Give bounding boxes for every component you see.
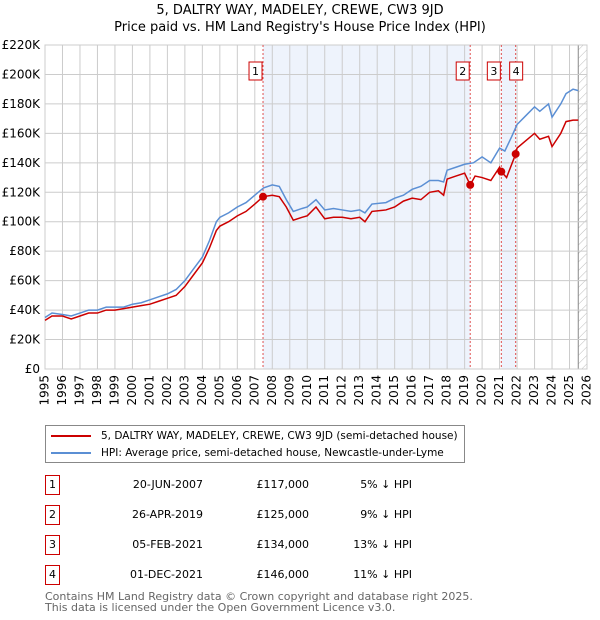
plot-frame — [44, 44, 588, 370]
x-tick-label: 2025 — [562, 375, 576, 406]
y-tick-label: £120K — [2, 185, 42, 199]
sale-badge: 2 — [45, 505, 60, 525]
y-tick-label: £180K — [2, 97, 42, 111]
table-row: 2 26-APR-2019 £125,000 9% ↓ HPI — [45, 505, 445, 527]
table-row: 1 20-JUN-2007 £117,000 5% ↓ HPI — [45, 475, 445, 497]
x-tick-label: 2019 — [457, 375, 471, 406]
sale-label: 4 — [513, 65, 520, 78]
legend: 5, DALTRY WAY, MADELEY, CREWE, CW3 9JD (… — [45, 425, 465, 463]
y-tick-label: £220K — [2, 38, 42, 52]
x-tick-label: 2017 — [422, 375, 436, 406]
sale-label: 2 — [459, 65, 466, 78]
x-tick-label: 2007 — [247, 375, 261, 406]
sale-label-box — [509, 61, 524, 81]
sale-price: £125,000 — [256, 508, 310, 521]
sale-price: £146,000 — [256, 568, 310, 581]
sale-hpi-diff: 9% ↓ HPI — [360, 508, 412, 521]
y-tick-label: £0 — [25, 362, 40, 376]
sale-price: £117,000 — [256, 478, 310, 491]
sale-point — [511, 149, 520, 158]
y-tick-label: £100K — [2, 215, 42, 229]
legend-label: 5, DALTRY WAY, MADELEY, CREWE, CW3 9JD (… — [101, 430, 458, 442]
x-tick-label: 1995 — [38, 375, 52, 406]
x-tick-label: 2026 — [580, 375, 594, 406]
x-tick-label: 2014 — [370, 375, 384, 406]
x-tick-label: 2021 — [492, 375, 506, 406]
y-tick-label: £20K — [9, 333, 41, 347]
x-tick-label: 1996 — [55, 375, 69, 406]
shaded-period — [501, 45, 516, 369]
y-tick-label: £80K — [9, 244, 41, 258]
x-tick-label: 2013 — [352, 375, 366, 406]
y-tick-label: £200K — [2, 67, 42, 81]
legend-swatch — [51, 435, 91, 437]
x-tick-label: 1998 — [90, 375, 104, 406]
table-row: 3 05-FEB-2021 £134,000 13% ↓ HPI — [45, 535, 445, 557]
x-tick-label: 2011 — [317, 375, 331, 406]
y-tick-label: £140K — [2, 156, 42, 170]
x-tick-label: 2016 — [405, 375, 419, 406]
sale-label-box — [455, 61, 470, 81]
hpi-line — [44, 88, 579, 319]
sale-point — [259, 192, 268, 201]
x-tick-label: 2024 — [545, 375, 559, 406]
legend-swatch — [51, 452, 91, 454]
y-tick-label: £60K — [9, 274, 41, 288]
footer-copyright: Contains HM Land Registry data © Crown c… — [45, 590, 473, 603]
sale-badge: 3 — [45, 535, 60, 555]
x-tick-label: 2000 — [125, 375, 139, 406]
shaded-period — [263, 45, 471, 369]
x-tick-label: 2010 — [300, 375, 314, 406]
x-tick-label: 1997 — [72, 375, 86, 406]
sale-point — [497, 167, 506, 176]
sale-date: 20-JUN-2007 — [132, 478, 203, 491]
chart-title: 5, DALTRY WAY, MADELEY, CREWE, CW3 9JD — [156, 3, 444, 18]
x-tick-label: 2005 — [212, 375, 226, 406]
sale-label: 3 — [490, 65, 497, 78]
legend-label: HPI: Average price, semi-detached house,… — [101, 447, 444, 459]
x-tick-label: 2008 — [265, 375, 279, 406]
x-tick-label: 2023 — [527, 375, 541, 406]
x-tick-label: 2009 — [282, 375, 296, 406]
legend-item-property: 5, DALTRY WAY, MADELEY, CREWE, CW3 9JD (… — [46, 428, 458, 444]
x-tick-label: 2018 — [440, 375, 454, 406]
sale-date: 26-APR-2019 — [131, 508, 203, 521]
x-tick-label: 2012 — [335, 375, 349, 406]
sale-hpi-diff: 5% ↓ HPI — [360, 478, 412, 491]
x-tick-label: 2020 — [475, 375, 489, 406]
x-tick-label: 2001 — [142, 375, 156, 406]
x-tick-label: 2006 — [230, 375, 244, 406]
sale-badge: 4 — [45, 565, 60, 585]
sale-badge: 1 — [45, 475, 60, 495]
sale-hpi-diff: 11% ↓ HPI — [353, 568, 412, 581]
x-tick-label: 2004 — [195, 375, 209, 406]
footer-licence: This data is licensed under the Open Gov… — [45, 601, 396, 614]
forecast-hatch — [578, 45, 587, 369]
x-tick-label: 2002 — [160, 375, 174, 406]
y-tick-label: £40K — [9, 303, 41, 317]
sale-price: £134,000 — [256, 538, 310, 551]
sale-label-box — [248, 61, 263, 81]
sale-label-box — [486, 61, 501, 81]
sale-date: 01-DEC-2021 — [129, 568, 203, 581]
x-tick-label: 2003 — [177, 375, 191, 406]
sale-date: 05-FEB-2021 — [132, 538, 203, 551]
x-tick-label: 2015 — [387, 375, 401, 406]
x-tick-label: 1999 — [107, 375, 121, 406]
price-chart: 1995 1996 1997 1998 1999 2000 2001 2002 2003 2004… — [2, 38, 594, 406]
sale-hpi-diff: 13% ↓ HPI — [353, 538, 412, 551]
sale-label: 1 — [252, 65, 259, 78]
sale-point — [466, 180, 475, 189]
y-tick-label: £160K — [2, 126, 42, 140]
x-tick-label: 2022 — [510, 375, 524, 406]
chart-subtitle: Price paid vs. HM Land Registry's House … — [114, 20, 486, 35]
table-row: 4 01-DEC-2021 £146,000 11% ↓ HPI — [45, 565, 445, 587]
legend-item-hpi: HPI: Average price, semi-detached house,… — [46, 445, 444, 461]
